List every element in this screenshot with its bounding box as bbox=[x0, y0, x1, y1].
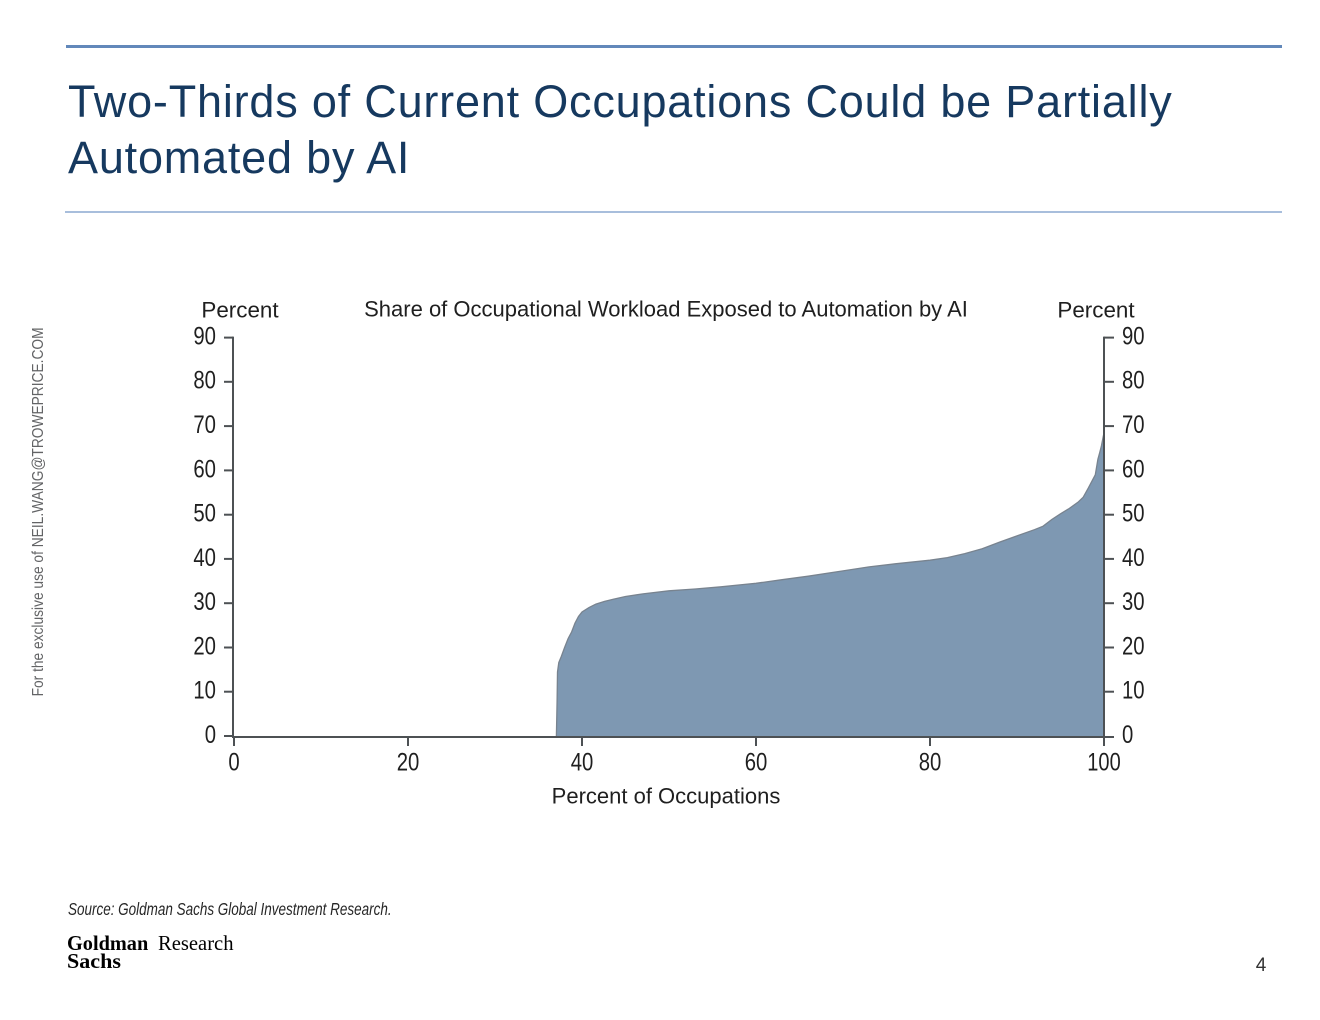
svg-text:60: 60 bbox=[745, 750, 768, 777]
svg-text:80: 80 bbox=[193, 368, 216, 395]
svg-text:60: 60 bbox=[1122, 456, 1145, 483]
svg-text:0: 0 bbox=[1122, 722, 1133, 749]
svg-text:Share of Occupational Workload: Share of Occupational Workload Exposed t… bbox=[364, 297, 968, 322]
svg-text:40: 40 bbox=[193, 545, 216, 572]
svg-text:60: 60 bbox=[193, 456, 216, 483]
svg-text:30: 30 bbox=[1122, 589, 1145, 616]
svg-text:Percent of Occupations: Percent of Occupations bbox=[552, 783, 781, 808]
svg-text:90: 90 bbox=[1122, 324, 1145, 351]
svg-text:70: 70 bbox=[193, 412, 216, 439]
svg-text:80: 80 bbox=[1122, 368, 1145, 395]
svg-text:100: 100 bbox=[1087, 750, 1120, 777]
svg-text:30: 30 bbox=[193, 589, 216, 616]
svg-text:0: 0 bbox=[205, 722, 216, 749]
svg-text:40: 40 bbox=[1122, 545, 1145, 572]
svg-text:10: 10 bbox=[193, 678, 216, 705]
svg-text:70: 70 bbox=[1122, 412, 1145, 439]
svg-text:20: 20 bbox=[1122, 633, 1145, 660]
svg-text:10: 10 bbox=[1122, 678, 1145, 705]
svg-text:50: 50 bbox=[1122, 501, 1145, 528]
svg-text:90: 90 bbox=[193, 324, 216, 351]
svg-text:Percent: Percent bbox=[201, 298, 279, 323]
svg-text:50: 50 bbox=[193, 501, 216, 528]
svg-text:0: 0 bbox=[228, 750, 239, 777]
svg-text:20: 20 bbox=[397, 750, 420, 777]
svg-text:Percent: Percent bbox=[1057, 298, 1135, 323]
svg-text:80: 80 bbox=[919, 750, 942, 777]
svg-text:40: 40 bbox=[571, 750, 594, 777]
svg-text:20: 20 bbox=[193, 633, 216, 660]
